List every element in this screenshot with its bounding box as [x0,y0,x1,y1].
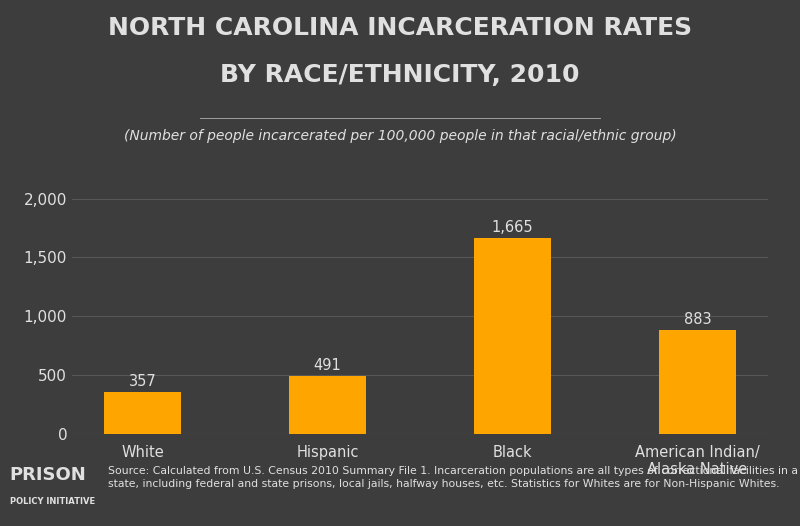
Text: 1,665: 1,665 [492,220,534,235]
Bar [289,376,366,434]
Text: (Number of people incarcerated per 100,000 people in that racial/ethnic group): (Number of people incarcerated per 100,0… [124,129,676,143]
Text: NORTH CAROLINA INCARCERATION RATES: NORTH CAROLINA INCARCERATION RATES [108,16,692,40]
Bar [474,238,551,434]
Text: 491: 491 [314,358,342,373]
Bar [658,330,736,434]
Text: PRISON: PRISON [10,466,86,483]
Text: 357: 357 [129,374,156,389]
Text: 883: 883 [684,312,711,327]
Text: BY RACE/ETHNICITY, 2010: BY RACE/ETHNICITY, 2010 [220,63,580,87]
Text: Source: Calculated from U.S. Census 2010 Summary File 1. Incarceration populatio: Source: Calculated from U.S. Census 2010… [108,466,798,489]
Bar [104,392,182,434]
Text: POLICY INITIATIVE: POLICY INITIATIVE [10,497,94,506]
